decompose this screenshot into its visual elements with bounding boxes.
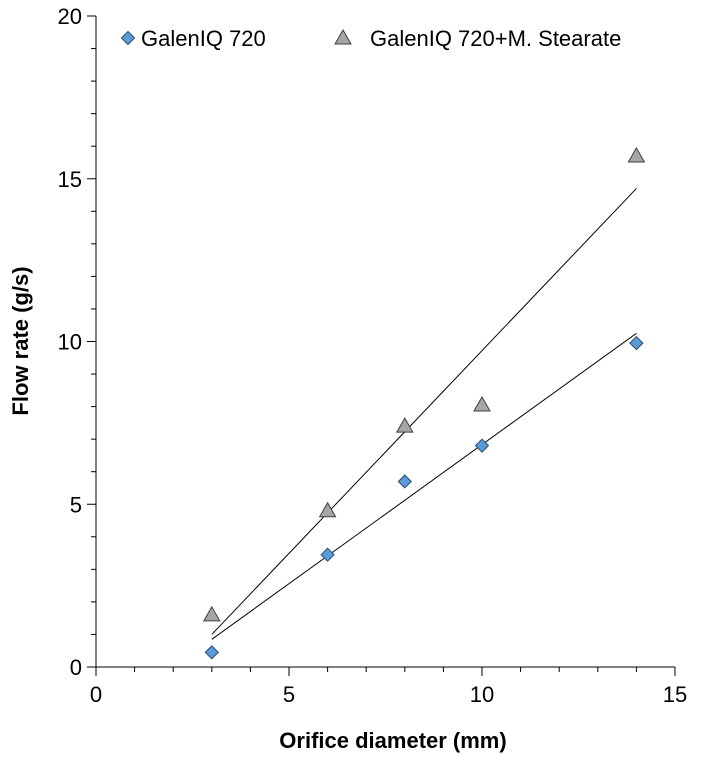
data-point-series-1: [320, 547, 335, 562]
data-point-series-2: [473, 395, 491, 412]
data-point-series-1: [629, 335, 644, 351]
y-tick-label: 0: [70, 655, 82, 680]
x-tick-label: 5: [283, 682, 295, 707]
legend-label-series-2: GalenIQ 720+M. Stearate: [370, 26, 621, 51]
legend-label-series-1: GalenIQ 720: [141, 26, 266, 51]
y-tick-label: 10: [58, 330, 82, 355]
trendline-series-2: [211, 188, 637, 635]
data-point-series-2: [202, 605, 221, 622]
legend: GalenIQ 720 GalenIQ 720+M. Stearate: [120, 26, 621, 51]
x-tick-label: 15: [663, 682, 687, 707]
data-point-series-1: [204, 645, 220, 660]
trendline-series-1: [211, 332, 637, 640]
legend-marker-series-2: [334, 28, 352, 45]
y-tick-label: 20: [58, 4, 82, 29]
y-tick-label: 15: [58, 167, 82, 192]
legend-marker-series-1: [120, 30, 136, 46]
data-point-series-2: [627, 146, 646, 163]
y-tick-label: 5: [70, 492, 82, 517]
trendlines: [211, 188, 637, 640]
data-point-series-1: [474, 438, 490, 453]
x-axis-title: Orifice diameter (mm): [279, 728, 506, 753]
data-point-series-2: [318, 501, 337, 518]
y-axis-title: Flow rate (g/s): [8, 266, 33, 415]
data-point-series-1: [397, 474, 413, 489]
axes: 0 5 10 15 20 0 5 10 15: [58, 4, 688, 707]
x-tick-label: 10: [470, 682, 494, 707]
data-point-series-2: [395, 417, 414, 433]
x-tick-label: 0: [90, 682, 102, 707]
data-points: [202, 146, 646, 660]
